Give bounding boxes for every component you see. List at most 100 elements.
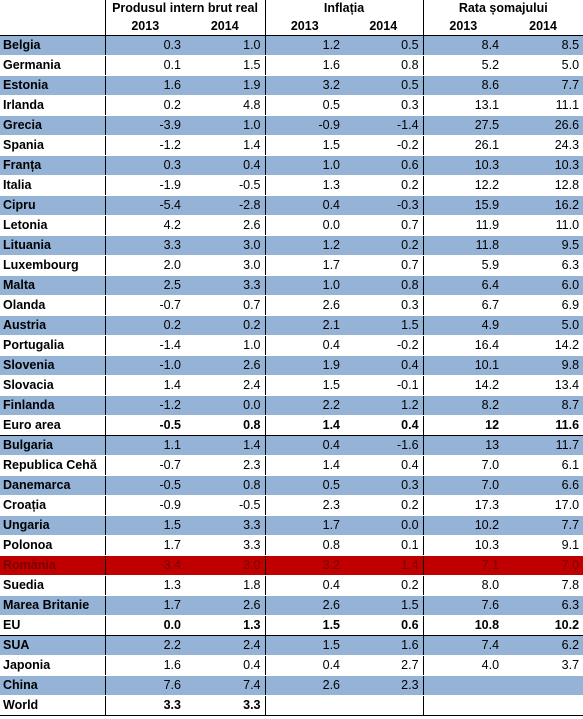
value-cell: 17.3 — [422, 495, 504, 516]
value-cell: 0.4 — [264, 195, 345, 216]
country-name: Slovacia — [0, 375, 105, 396]
value-cell: 0.0 — [104, 615, 185, 636]
value-cell: -0.2 — [344, 335, 424, 356]
country-name: Italia — [0, 175, 105, 196]
value-cell: 0.4 — [264, 435, 345, 456]
value-cell: 26.6 — [503, 115, 583, 136]
value-cell: 16.2 — [503, 195, 583, 216]
value-cell: 1.0 — [185, 35, 266, 56]
value-cell: 3.2 — [264, 75, 345, 96]
value-cell: -2.8 — [185, 195, 266, 216]
table-row: Bulgaria 1.1 1.4 0.4 -1.6 13 11.7 — [0, 435, 583, 456]
value-cell: 9.5 — [503, 235, 583, 256]
value-cell: -0.7 — [104, 455, 185, 476]
value-cell: 14.2 — [422, 375, 504, 396]
year-header: 2013 — [264, 17, 345, 36]
value-cell: 0.1 — [344, 535, 424, 556]
value-cell: 1.6 — [344, 635, 424, 656]
value-cell: 1.2 — [264, 235, 345, 256]
value-cell: 3.4 — [104, 555, 185, 576]
value-cell: 1.8 — [185, 575, 266, 596]
value-cell: 0.8 — [185, 415, 266, 436]
group-header-row: Produsul intern brut real Inflația Rata … — [0, 0, 583, 17]
value-cell: 0.0 — [264, 215, 345, 236]
value-cell: 11.8 — [422, 235, 504, 256]
value-cell: 2.2 — [104, 635, 185, 656]
country-name: Belgia — [0, 35, 105, 56]
table-row: Olanda -0.7 0.7 2.6 0.3 6.7 6.9 — [0, 295, 583, 316]
value-cell: 4.8 — [185, 95, 266, 116]
table-row: Belgia 0.3 1.0 1.2 0.5 8.4 8.5 — [0, 35, 583, 56]
value-cell: 0.2 — [185, 315, 266, 336]
value-cell: 2.6 — [264, 295, 345, 316]
country-name: Croația — [0, 495, 105, 516]
value-cell: 10.1 — [422, 355, 504, 376]
country-name: Danemarca — [0, 475, 105, 496]
country-name: Suedia — [0, 575, 105, 596]
value-cell: 0.2 — [104, 315, 185, 336]
value-cell: 0.4 — [344, 355, 424, 376]
value-cell: 2.6 — [264, 595, 345, 616]
value-cell: 2.3 — [264, 495, 345, 516]
group-header-gdp: Produsul intern brut real — [104, 0, 266, 17]
value-cell: 13 — [422, 435, 504, 456]
value-cell: 7.4 — [185, 675, 266, 696]
value-cell: 6.4 — [422, 275, 504, 296]
value-cell: 1.4 — [264, 415, 345, 436]
value-cell: 3.3 — [185, 515, 266, 536]
table-row: Grecia -3.9 1.0 -0.9 -1.4 27.5 26.6 — [0, 115, 583, 136]
country-name: Germania — [0, 55, 105, 76]
value-cell: 0.8 — [185, 475, 266, 496]
country-name: EU — [0, 615, 105, 636]
country-name: Euro area — [0, 415, 105, 436]
value-cell: 2.4 — [185, 635, 266, 656]
country-name: SUA — [0, 635, 105, 656]
table-row: Portugalia -1.4 1.0 0.4 -0.2 16.4 14.2 — [0, 335, 583, 356]
value-cell: -0.9 — [264, 115, 345, 136]
value-cell: 7.0 — [422, 475, 504, 496]
value-cell: -0.1 — [344, 375, 424, 396]
table-row: Cipru -5.4 -2.8 0.4 -0.3 15.9 16.2 — [0, 195, 583, 216]
value-cell: 0.8 — [344, 55, 424, 76]
value-cell: 8.5 — [503, 35, 583, 56]
value-cell: 1.5 — [104, 515, 185, 536]
value-cell: 3.0 — [185, 255, 266, 276]
value-cell: 0.8 — [344, 275, 424, 296]
value-cell: 0.2 — [344, 575, 424, 596]
table-row: Italia -1.9 -0.5 1.3 0.2 12.2 12.8 — [0, 175, 583, 196]
value-cell: -1.6 — [344, 435, 424, 456]
value-cell: 0.3 — [104, 155, 185, 176]
value-cell: 1.7 — [104, 595, 185, 616]
value-cell — [264, 695, 345, 716]
value-cell: 8.6 — [422, 75, 504, 96]
country-name: Olanda — [0, 295, 105, 316]
value-cell: 0.6 — [344, 615, 424, 636]
value-cell — [422, 675, 504, 696]
value-cell: -0.5 — [104, 475, 185, 496]
value-cell: 4.9 — [422, 315, 504, 336]
table-row: Euro area -0.5 0.8 1.4 0.4 12 11.6 — [0, 415, 583, 436]
table-row: EU 0.0 1.3 1.5 0.6 10.8 10.2 — [0, 615, 583, 636]
value-cell: -0.5 — [185, 175, 266, 196]
value-cell: -0.3 — [344, 195, 424, 216]
value-cell: 7.6 — [104, 675, 185, 696]
table-row: World 3.3 3.3 — [0, 695, 583, 716]
country-name: România — [0, 555, 105, 576]
country-name: Republica Cehă — [0, 455, 105, 476]
value-cell: 11.9 — [422, 215, 504, 236]
value-cell: 6.0 — [503, 275, 583, 296]
value-cell: 3.3 — [104, 235, 185, 256]
value-cell: 0.7 — [185, 295, 266, 316]
country-name: Luxembourg — [0, 255, 105, 276]
table-row: Austria 0.2 0.2 2.1 1.5 4.9 5.0 — [0, 315, 583, 336]
value-cell: 7.0 — [503, 555, 583, 576]
country-name: Japonia — [0, 655, 105, 676]
value-cell: 2.4 — [185, 375, 266, 396]
value-cell: 0.4 — [344, 415, 424, 436]
value-cell: -0.7 — [104, 295, 185, 316]
value-cell: 1.2 — [264, 35, 345, 56]
value-cell: 12.2 — [422, 175, 504, 196]
table-row: Luxembourg 2.0 3.0 1.7 0.7 5.9 6.3 — [0, 255, 583, 276]
value-cell: 1.5 — [264, 615, 345, 636]
